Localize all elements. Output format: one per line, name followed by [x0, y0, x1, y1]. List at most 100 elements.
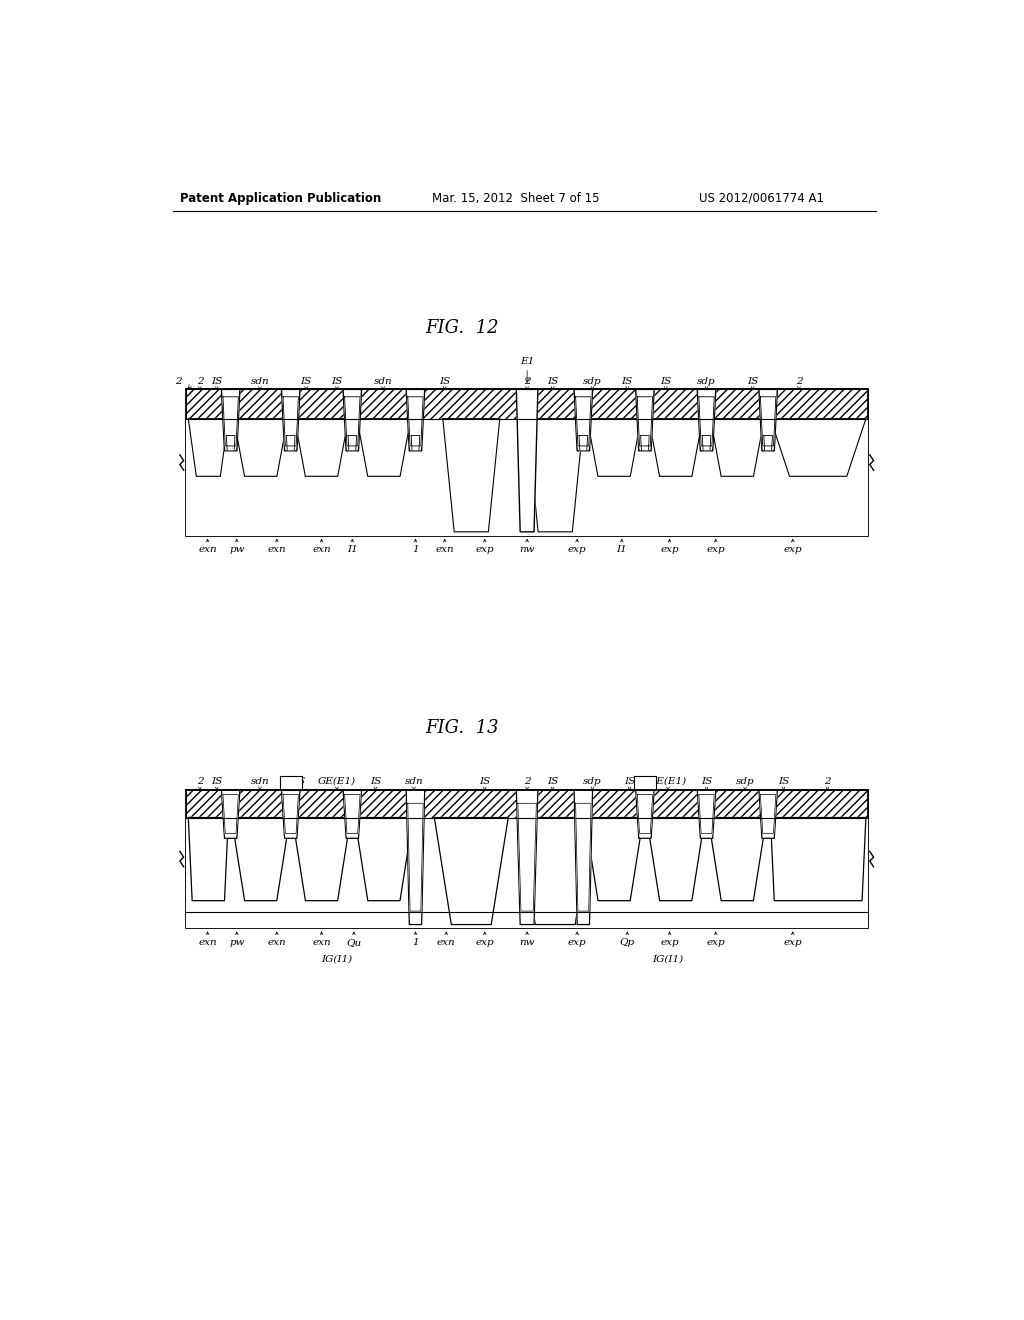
- Polygon shape: [646, 817, 705, 900]
- Text: exn: exn: [435, 545, 454, 554]
- Text: IS: IS: [778, 777, 790, 785]
- Text: GE(E1): GE(E1): [649, 777, 687, 785]
- Text: 2: 2: [524, 376, 530, 385]
- Polygon shape: [708, 817, 767, 900]
- Polygon shape: [283, 795, 298, 833]
- Polygon shape: [634, 776, 656, 789]
- Polygon shape: [188, 418, 228, 477]
- Text: exp: exp: [475, 545, 494, 554]
- Polygon shape: [348, 436, 356, 451]
- Bar: [186, 789, 868, 928]
- Text: 1: 1: [412, 937, 419, 946]
- Polygon shape: [697, 789, 716, 838]
- Text: exn: exn: [437, 937, 456, 946]
- Polygon shape: [282, 789, 300, 838]
- Text: IS: IS: [479, 777, 490, 785]
- Text: nw: nw: [519, 545, 535, 554]
- Text: 2: 2: [524, 777, 530, 785]
- Polygon shape: [292, 817, 351, 900]
- Text: IS: IS: [332, 376, 343, 385]
- Text: FIG.  12: FIG. 12: [425, 319, 499, 337]
- Polygon shape: [711, 418, 764, 477]
- Text: E1: E1: [520, 358, 535, 367]
- Polygon shape: [442, 418, 500, 532]
- Polygon shape: [223, 795, 239, 833]
- Text: IS: IS: [211, 777, 222, 785]
- Polygon shape: [585, 817, 643, 900]
- Polygon shape: [282, 389, 300, 451]
- Text: 2: 2: [796, 376, 802, 385]
- Polygon shape: [636, 389, 654, 451]
- Text: exn: exn: [199, 545, 217, 554]
- Polygon shape: [233, 418, 288, 477]
- Bar: [186, 389, 868, 418]
- Text: IS: IS: [547, 376, 558, 385]
- Text: 2: 2: [824, 777, 830, 785]
- Polygon shape: [434, 817, 508, 924]
- Polygon shape: [223, 397, 239, 446]
- Text: sdn: sdn: [251, 777, 269, 785]
- Polygon shape: [575, 397, 591, 446]
- Text: Mar. 15, 2012  Sheet 7 of 15: Mar. 15, 2012 Sheet 7 of 15: [432, 191, 599, 205]
- Text: Qu: Qu: [346, 937, 361, 946]
- Text: IS: IS: [211, 376, 222, 385]
- Polygon shape: [759, 389, 777, 451]
- Polygon shape: [516, 789, 538, 924]
- Polygon shape: [574, 789, 593, 924]
- Polygon shape: [221, 389, 240, 451]
- Polygon shape: [516, 389, 538, 532]
- Polygon shape: [412, 436, 420, 451]
- Text: I1: I1: [347, 545, 357, 554]
- Text: 2: 2: [197, 777, 203, 785]
- Text: exp: exp: [568, 937, 587, 946]
- Polygon shape: [226, 436, 234, 451]
- Text: exp: exp: [707, 937, 725, 946]
- Polygon shape: [283, 397, 298, 446]
- Text: exp: exp: [783, 937, 802, 946]
- Polygon shape: [357, 418, 411, 477]
- Polygon shape: [231, 817, 290, 900]
- Text: IS: IS: [439, 376, 451, 385]
- Text: exp: exp: [707, 545, 725, 554]
- Text: IG(I1): IG(I1): [322, 954, 352, 964]
- Text: IG(I1): IG(I1): [652, 954, 684, 964]
- Text: sdp: sdp: [584, 777, 602, 785]
- Text: sdp: sdp: [584, 376, 602, 385]
- Text: exp: exp: [783, 545, 802, 554]
- Polygon shape: [280, 776, 302, 789]
- Polygon shape: [407, 789, 425, 924]
- Text: FIG.  13: FIG. 13: [425, 719, 499, 737]
- Polygon shape: [764, 436, 772, 451]
- Polygon shape: [574, 389, 593, 451]
- Polygon shape: [587, 418, 641, 477]
- Polygon shape: [770, 817, 866, 900]
- Polygon shape: [698, 795, 714, 833]
- Polygon shape: [295, 418, 348, 477]
- Text: Patent Application Publication: Patent Application Publication: [180, 191, 381, 205]
- Polygon shape: [221, 789, 240, 838]
- Polygon shape: [637, 397, 652, 446]
- Polygon shape: [637, 795, 652, 833]
- Text: IS: IS: [300, 376, 311, 385]
- Text: IS: IS: [294, 777, 305, 785]
- Text: IS: IS: [622, 376, 633, 385]
- Text: sdn: sdn: [404, 777, 423, 785]
- Polygon shape: [649, 418, 702, 477]
- Text: IS: IS: [370, 777, 381, 785]
- Polygon shape: [641, 436, 649, 451]
- Text: pw: pw: [229, 937, 245, 946]
- Polygon shape: [770, 418, 866, 477]
- Text: nw: nw: [519, 937, 535, 946]
- Polygon shape: [636, 789, 654, 838]
- Text: US 2012/0061774 A1: US 2012/0061774 A1: [699, 191, 824, 205]
- Text: 2: 2: [197, 376, 203, 385]
- Text: pw: pw: [229, 545, 245, 554]
- Text: 2: 2: [175, 376, 182, 385]
- Polygon shape: [575, 804, 591, 911]
- Text: sdp: sdp: [735, 777, 755, 785]
- Polygon shape: [354, 817, 413, 900]
- Polygon shape: [526, 418, 584, 532]
- Polygon shape: [698, 397, 714, 446]
- Text: exp: exp: [660, 937, 679, 946]
- Text: exp: exp: [660, 545, 679, 554]
